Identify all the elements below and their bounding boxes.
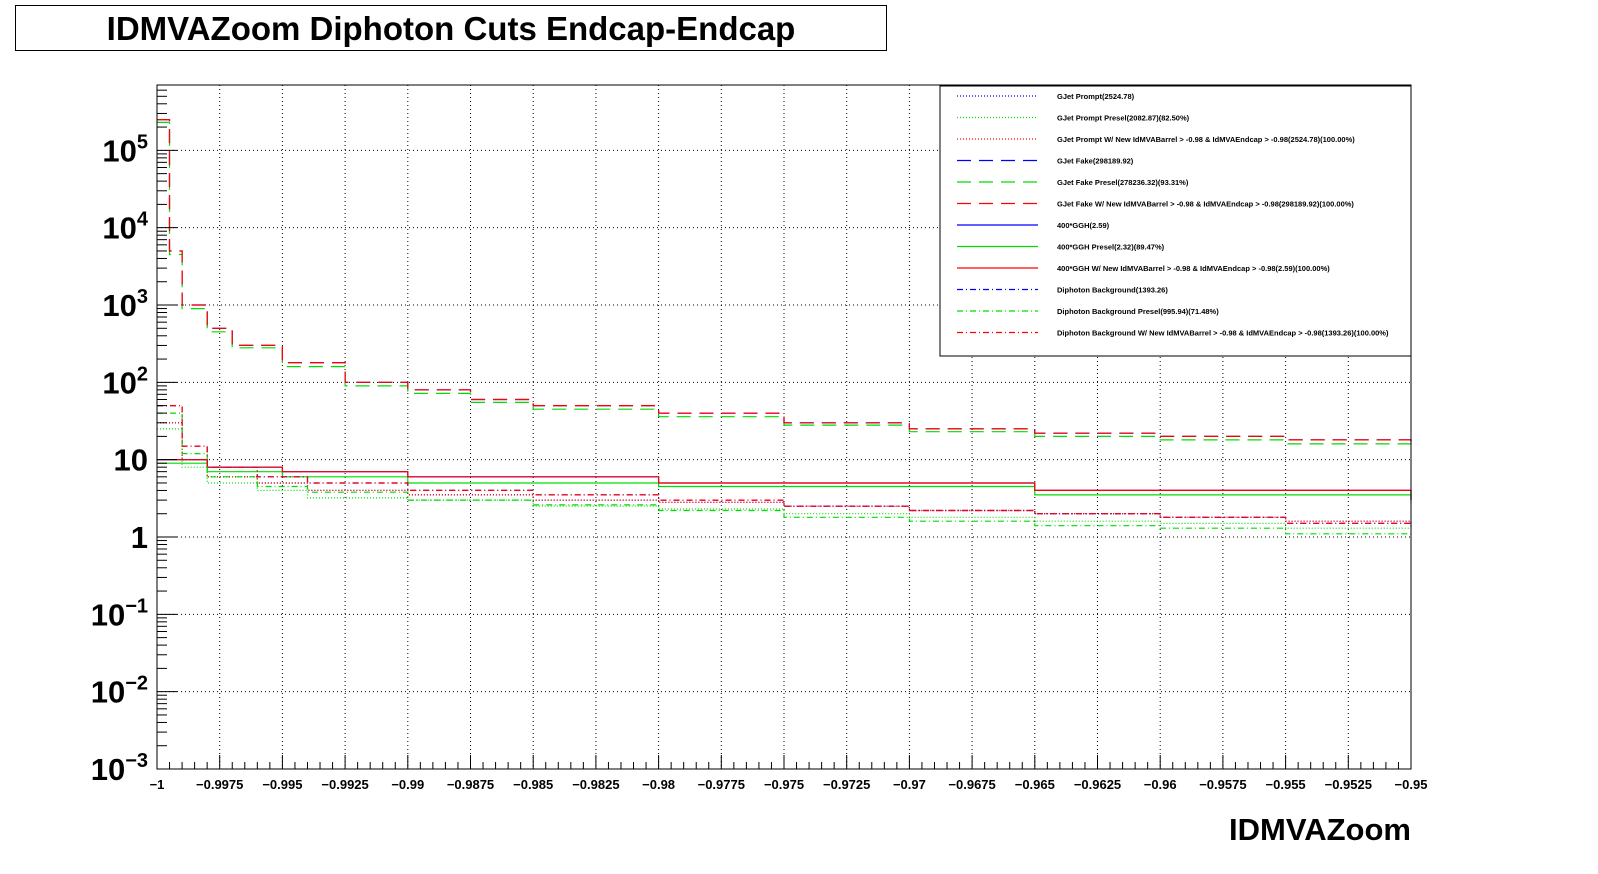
chart-title: IDMVAZoom Diphoton Cuts Endcap-Endcap	[106, 10, 796, 47]
y-tick-label: 105	[102, 131, 148, 168]
series-line	[157, 459, 1412, 501]
x-tick-label: −0.96	[1144, 777, 1177, 792]
legend-entry-label: 400*GGH W/ New IdMVABarrel > -0.98 & IdM…	[1057, 264, 1330, 273]
y-tick-label: 10	[114, 443, 148, 478]
y-tick-label: 104	[102, 209, 148, 246]
series-line	[157, 412, 1412, 537]
x-tick-label: −0.9525	[1325, 777, 1372, 792]
x-tick-label: −0.975	[764, 777, 804, 792]
series-layer	[157, 119, 1412, 537]
series-line	[157, 405, 1412, 529]
series-line	[157, 428, 1412, 531]
x-tick-label: −0.9575	[1199, 777, 1246, 792]
legend-entry-label: GJet Fake Presel(278236.32)(93.31%)	[1057, 178, 1189, 187]
x-axis-label: IDMVAZoom	[1229, 812, 1411, 847]
x-axis: −1 −0.9975 −0.995 −0.9925 −0.99 −0.9875 −0.985…	[150, 755, 1428, 792]
x-tick-label: −0.9875	[447, 777, 494, 792]
series-line	[157, 462, 1412, 504]
x-tick-label: −0.97	[893, 777, 926, 792]
x-tick-label: −0.9725	[823, 777, 870, 792]
legend-entry-label: GJet Fake W/ New IdMVABarrel > -0.98 & I…	[1057, 200, 1354, 209]
legend-entry-label: Diphoton Background(1393.26)	[1057, 286, 1168, 295]
x-tick-label: −0.95	[1395, 777, 1428, 792]
x-tick-label: −0.985	[513, 777, 553, 792]
x-tick-label: −0.9775	[698, 777, 745, 792]
legend-entry-label: GJet Fake(298189.92)	[1057, 157, 1134, 166]
series-line	[157, 119, 1412, 447]
legend-entry-label: GJet Prompt Presel(2082.87)(82.50%)	[1057, 114, 1190, 123]
x-tick-label: −0.9825	[572, 777, 619, 792]
y-tick-label: 103	[102, 286, 148, 323]
y-tick-label: 1	[131, 520, 148, 555]
x-tick-label: −0.9925	[321, 777, 368, 792]
chart-title-box: IDMVAZoom Diphoton Cuts Endcap-Endcap	[15, 5, 887, 51]
legend-entry-label: GJet Prompt(2524.78)	[1057, 92, 1135, 101]
y-tick-label: 10−2	[91, 673, 148, 710]
legend-entry-label: 400*GGH Presel(2.32)(89.47%)	[1057, 243, 1165, 252]
x-tick-label: −0.9975	[196, 777, 243, 792]
legend: GJet Prompt(2524.78) GJet Prompt Presel(2…	[939, 85, 1412, 357]
y-tick-label: 10−1	[91, 595, 148, 632]
x-tick-label: −0.995	[262, 777, 302, 792]
legend-entry-label: 400*GGH(2.59)	[1057, 221, 1110, 230]
x-tick-label: −1	[150, 777, 165, 792]
legend-entry-label: GJet Prompt W/ New IdMVABarrel > -0.98 &…	[1057, 135, 1355, 144]
legend-entry-label: Diphoton Background W/ New IdMVABarrel >…	[1057, 329, 1389, 338]
x-tick-label: −0.9625	[1074, 777, 1121, 792]
x-tick-label: −0.965	[1015, 777, 1055, 792]
y-tick-label: 10−3	[91, 750, 148, 787]
x-tick-label: −0.955	[1266, 777, 1306, 792]
y-tick-label: 102	[102, 363, 148, 400]
x-tick-label: −0.9675	[948, 777, 995, 792]
x-tick-label: −0.98	[642, 777, 675, 792]
legend-entry-label: Diphoton Background Presel(995.94)(71.48…	[1057, 307, 1219, 316]
x-tick-label: −0.99	[391, 777, 424, 792]
